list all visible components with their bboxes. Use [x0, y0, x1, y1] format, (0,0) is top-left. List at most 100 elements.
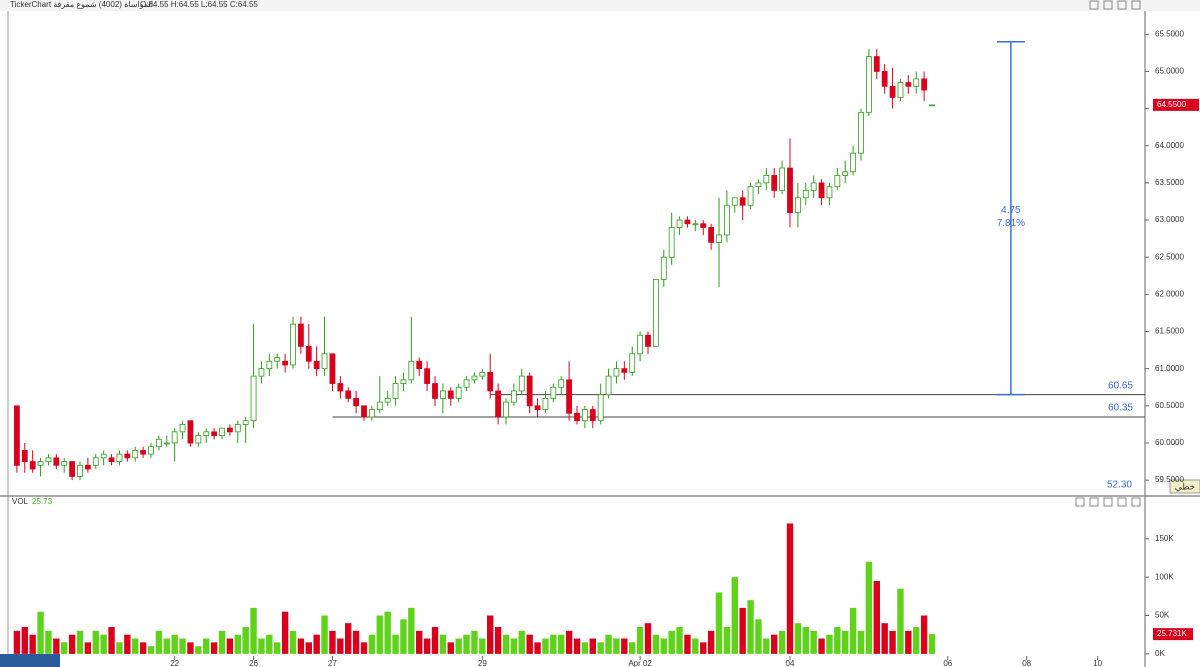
candle-body	[219, 427, 225, 436]
volume-bar	[487, 615, 494, 654]
candle-body	[739, 197, 746, 206]
candle-body	[195, 435, 202, 444]
volume-bar	[37, 611, 44, 654]
line-button[interactable]	[1169, 479, 1200, 494]
volume-bar	[644, 623, 652, 654]
candle-body	[613, 368, 620, 377]
volume-bar	[132, 638, 139, 654]
volume-bar	[226, 638, 234, 654]
candle-body	[226, 427, 233, 433]
volume-bar	[305, 642, 312, 654]
volume-bar	[913, 627, 920, 654]
volume-bar	[431, 627, 439, 654]
volume-bar	[368, 634, 376, 654]
candle-body	[503, 401, 509, 418]
candle-body	[400, 379, 407, 384]
candle-body	[865, 56, 872, 113]
volume-bar	[660, 638, 667, 654]
volume-bar	[408, 607, 415, 654]
volume-bar	[928, 634, 936, 654]
candle-body	[723, 204, 730, 236]
candle-body	[566, 379, 573, 414]
btn[interactable]	[1089, 0, 1099, 10]
btn[interactable]	[1131, 497, 1141, 507]
volume-bar	[589, 638, 596, 654]
volume-bar	[629, 642, 636, 654]
volume-bar	[518, 630, 525, 654]
measure-label: 4.75	[1001, 205, 1021, 216]
volume-bar	[76, 630, 84, 654]
candle-body	[921, 78, 928, 91]
volume-bar	[163, 638, 170, 654]
candle-body	[297, 323, 304, 347]
x-tick-label: Apr 02	[628, 659, 652, 667]
volume-bar	[116, 642, 123, 654]
candle-body	[652, 279, 659, 347]
candle-body	[416, 360, 423, 370]
volume-bar	[297, 638, 305, 654]
candle-body	[447, 390, 454, 399]
candle-body	[353, 397, 360, 407]
candle-body	[842, 171, 849, 176]
candle-body	[581, 409, 588, 422]
volume-bar	[558, 634, 565, 654]
volume-bar	[289, 630, 297, 654]
volume-bar	[849, 607, 857, 654]
volume-bar	[321, 615, 328, 654]
btn[interactable]	[1089, 497, 1099, 507]
volume-bar	[881, 623, 888, 654]
volume-bar	[857, 630, 865, 654]
candle-body	[21, 450, 28, 462]
candle-body	[282, 360, 289, 366]
candle-body	[621, 368, 628, 373]
line-button-label[interactable]: خطي	[1175, 481, 1195, 491]
volume-bar	[763, 638, 770, 654]
volume-bar	[329, 630, 336, 654]
btn[interactable]	[1117, 0, 1127, 10]
candle-body	[597, 394, 604, 422]
btn[interactable]	[1131, 0, 1141, 10]
candle-body	[432, 383, 438, 399]
candle-body	[84, 464, 91, 470]
candle-body	[132, 450, 139, 459]
y-tick-label: 150K	[1155, 534, 1174, 543]
last-volume-label: 25.731K	[1157, 629, 1187, 638]
candle-body	[589, 409, 596, 422]
candle-body	[321, 353, 328, 370]
candle-body	[13, 405, 20, 466]
volume-bar	[250, 607, 257, 654]
volume-bar	[242, 627, 249, 654]
x-tick-label: 22	[170, 659, 179, 667]
candle-body	[881, 71, 888, 87]
btn[interactable]	[1103, 0, 1113, 10]
y-tick-label: 65.0000	[1155, 67, 1184, 76]
y-tick-label: 64.0000	[1155, 141, 1184, 150]
top-bar	[0, 0, 1200, 11]
volume-bar	[187, 642, 194, 654]
candle-body	[45, 457, 52, 462]
candle-body	[392, 383, 399, 399]
measure-label: 7.81%	[997, 218, 1025, 229]
volume-bar	[376, 615, 383, 654]
candle-body	[234, 424, 241, 433]
btn[interactable]	[1075, 497, 1085, 507]
candle-body	[140, 450, 147, 455]
volume-bar	[416, 630, 423, 654]
volume-bar	[258, 638, 265, 654]
candle-body	[629, 353, 636, 373]
corner-tab[interactable]	[0, 654, 60, 667]
btn[interactable]	[1103, 497, 1113, 507]
volume-bar	[392, 634, 399, 654]
candle-body	[763, 175, 770, 184]
btn[interactable]	[1117, 497, 1127, 507]
vol-value: 25.73	[32, 497, 53, 506]
candle-body	[179, 424, 186, 433]
candle-body	[700, 223, 707, 228]
volume-bar	[471, 630, 478, 654]
candle-body	[361, 405, 367, 418]
horizontal-line-label: 60.35	[1108, 403, 1133, 414]
window-buttons[interactable]	[1075, 0, 1141, 507]
candle-body	[250, 375, 257, 422]
volume-bar	[502, 634, 510, 654]
